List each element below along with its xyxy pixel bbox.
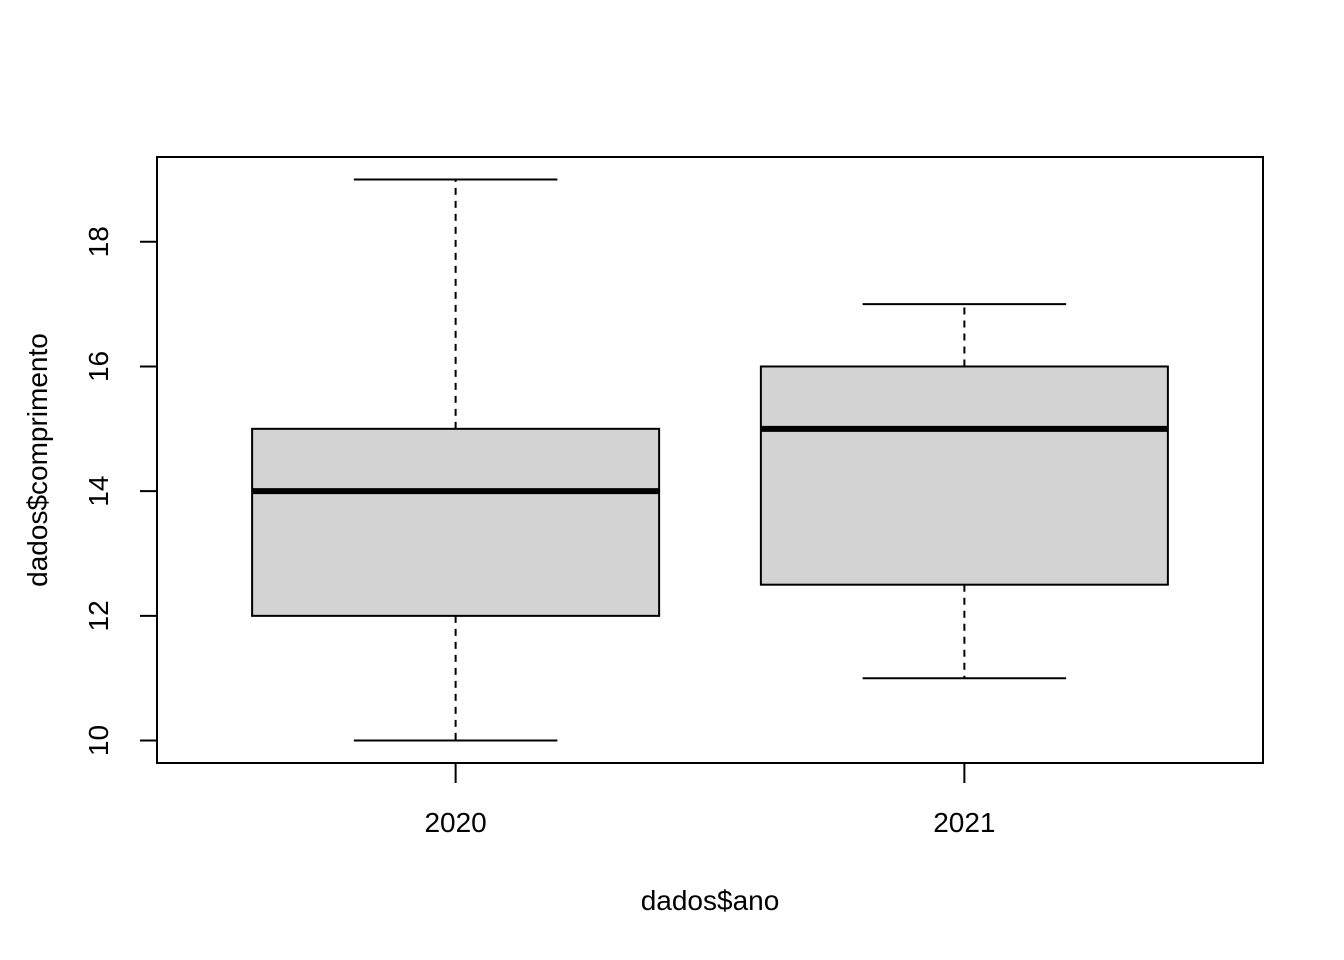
- x-tick-label-2021: 2021: [933, 807, 995, 838]
- y-tick-label-18: 18: [83, 226, 114, 257]
- y-tick-label-12: 12: [83, 600, 114, 631]
- x-axis: 2020 2021: [424, 762, 996, 838]
- x-axis-label: dados$ano: [641, 885, 780, 916]
- y-axis-label: dados$comprimento: [22, 333, 53, 587]
- iqr-box: [251, 427, 661, 617]
- iqr-box: [759, 365, 1169, 586]
- x-tick-label-2020: 2020: [424, 807, 486, 838]
- y-tick-label-14: 14: [83, 476, 114, 507]
- box-2021: [759, 303, 1169, 680]
- y-tick-label-10: 10: [83, 725, 114, 756]
- box-2020: [251, 178, 661, 742]
- y-axis: 10 12 14 16 18: [83, 226, 158, 756]
- boxes-layer: [251, 178, 1169, 742]
- y-tick-label-16: 16: [83, 351, 114, 382]
